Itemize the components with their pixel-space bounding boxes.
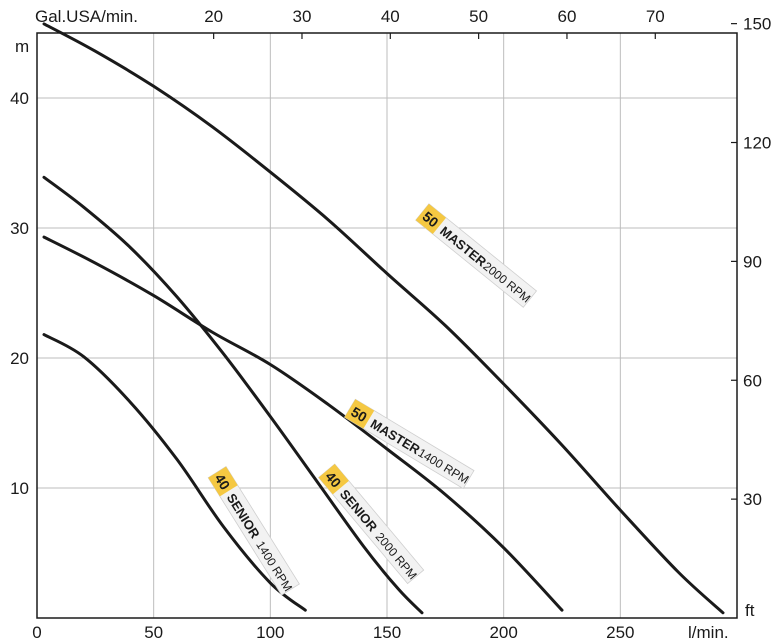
x-secondary-tick-label: 30 bbox=[293, 7, 312, 26]
curves bbox=[42, 22, 725, 615]
series-line-2 bbox=[42, 175, 424, 615]
x-axis-label: l/min. bbox=[688, 623, 729, 642]
y-axis-label: m bbox=[15, 37, 29, 56]
x-secondary-tick-label: 60 bbox=[557, 7, 576, 26]
series-line-3 bbox=[42, 235, 564, 612]
tick-labels: 0 50 100 150 200 250 10 20 30 40 20 30 40 50 60 70 30 60 9… bbox=[10, 7, 771, 642]
y-secondary-tick-label: 60 bbox=[743, 371, 762, 390]
x-tick-label: 250 bbox=[606, 623, 634, 642]
x-secondary-axis-label: Gal.USA/min. bbox=[35, 7, 138, 26]
x-secondary-tick-label: 40 bbox=[381, 7, 400, 26]
x-secondary-tick-label: 50 bbox=[469, 7, 488, 26]
label-background bbox=[344, 398, 475, 490]
x-secondary-tick-label: 20 bbox=[204, 7, 223, 26]
y-tick-label: 40 bbox=[10, 89, 29, 108]
label-background bbox=[318, 463, 425, 585]
y-tick-label: 10 bbox=[10, 479, 29, 498]
label-number: 40 bbox=[212, 471, 234, 493]
x-tick-label: 200 bbox=[489, 623, 517, 642]
label-badge bbox=[344, 399, 375, 429]
label-badge bbox=[208, 466, 238, 497]
label-number: 50 bbox=[348, 403, 370, 425]
x-secondary-tick-label: 70 bbox=[646, 7, 665, 26]
grid bbox=[37, 33, 737, 618]
label-badge bbox=[415, 203, 447, 235]
y-tick-label: 30 bbox=[10, 219, 29, 238]
y-secondary-tick-label: 90 bbox=[743, 252, 762, 271]
x-tick-label: 0 bbox=[32, 623, 41, 642]
y-secondary-tick-label: 120 bbox=[743, 134, 771, 153]
y-secondary-axis-label: ft bbox=[745, 601, 755, 620]
x-tick-label: 50 bbox=[144, 623, 163, 642]
y-secondary-tick-label: 150 bbox=[743, 15, 771, 34]
y-tick-label: 20 bbox=[10, 349, 29, 368]
series-line-1 bbox=[42, 22, 725, 615]
y-secondary-tick-label: 30 bbox=[743, 490, 762, 509]
x-tick-label: 150 bbox=[373, 623, 401, 642]
plot-frame bbox=[36, 32, 738, 619]
series-line-4 bbox=[42, 333, 307, 612]
label-badge bbox=[318, 464, 349, 495]
x-tick-label: 100 bbox=[256, 623, 284, 642]
